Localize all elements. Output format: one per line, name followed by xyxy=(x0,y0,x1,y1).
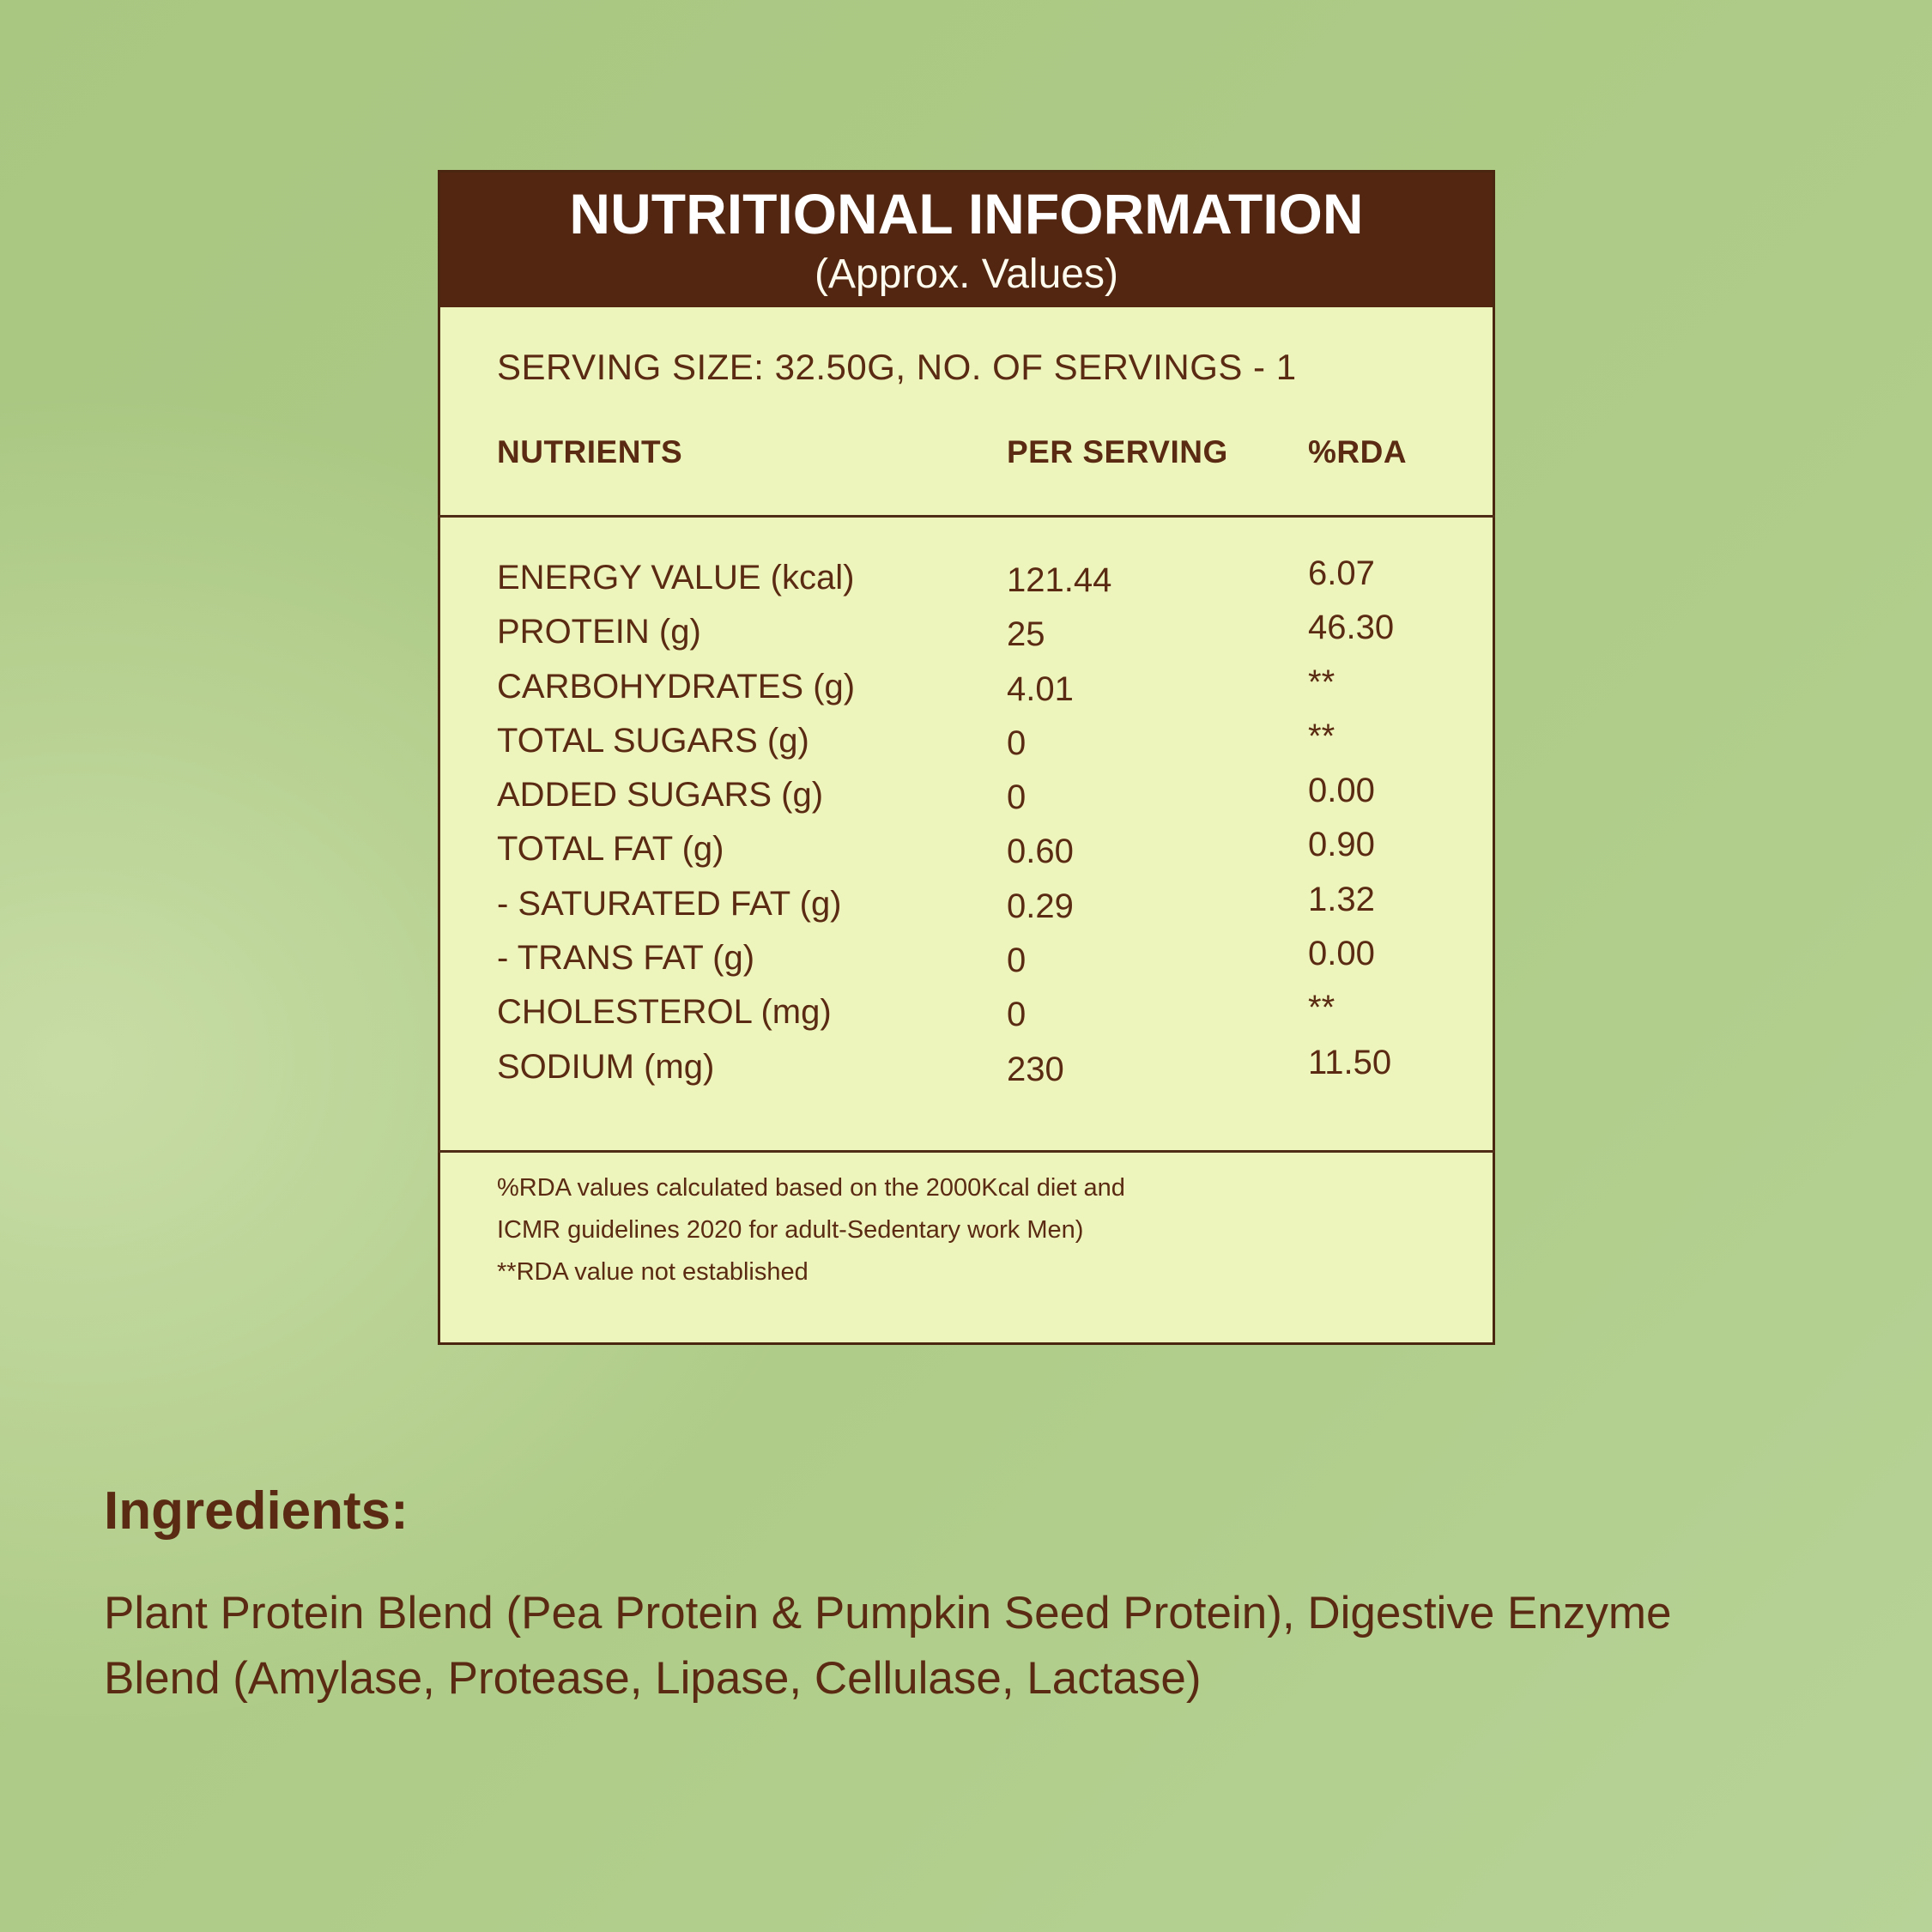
rda-value: 0.00 xyxy=(1308,935,1375,973)
rda-value: ** xyxy=(1308,663,1335,701)
nutrition-panel: NUTRITIONAL INFORMATION (Approx. Values)… xyxy=(438,170,1495,1345)
rda-value: 46.30 xyxy=(1308,609,1395,647)
panel-subtitle: (Approx. Values) xyxy=(815,251,1118,297)
ingredients-section: Ingredients: Plant Protein Blend (Pea Pr… xyxy=(104,1481,1717,1711)
footnote-divider xyxy=(438,1150,1495,1153)
nutrient-name: TOTAL SUGARS (g) xyxy=(497,721,809,760)
rda-value: ** xyxy=(1308,989,1335,1027)
per-serving-value: 25 xyxy=(1007,615,1045,654)
rda-value: ** xyxy=(1308,717,1335,755)
table-row: SODIUM (mg) 230 11.50 xyxy=(497,1040,1454,1094)
footnote-section: %RDA values calculated based on the 2000… xyxy=(497,1167,1125,1293)
table-row: - TRANS FAT (g) 0 0.00 xyxy=(497,931,1454,985)
table-row: ENERGY VALUE (kcal) 121.44 6.07 xyxy=(497,551,1454,605)
table-row: TOTAL SUGARS (g) 0 ** xyxy=(497,714,1454,768)
nutrient-rows: ENERGY VALUE (kcal) 121.44 6.07 PROTEIN … xyxy=(497,551,1454,1094)
panel-body: SERVING SIZE: 32.50G, NO. OF SERVINGS - … xyxy=(438,307,1495,1342)
nutrient-name: TOTAL FAT (g) xyxy=(497,830,724,869)
serving-size-line: SERVING SIZE: 32.50G, NO. OF SERVINGS - … xyxy=(497,347,1297,387)
table-row: CARBOHYDRATES (g) 4.01 ** xyxy=(497,660,1454,714)
nutrient-name: ENERGY VALUE (kcal) xyxy=(497,559,855,597)
rda-value: 1.32 xyxy=(1308,880,1375,918)
per-serving-value: 0 xyxy=(1007,778,1027,817)
footnote-line: **RDA value not established xyxy=(497,1258,809,1286)
per-serving-value: 230 xyxy=(1007,1050,1064,1088)
per-serving-value: 121.44 xyxy=(1007,561,1112,599)
rda-value: 0.00 xyxy=(1308,772,1375,810)
per-serving-value: 0 xyxy=(1007,942,1027,980)
per-serving-value: 0.29 xyxy=(1007,887,1074,925)
nutrient-name: PROTEIN (g) xyxy=(497,613,701,651)
nutrient-name: SODIUM (mg) xyxy=(497,1047,715,1086)
column-header-nutrients: NUTRIENTS xyxy=(497,434,683,469)
column-header-rda: %RDA xyxy=(1308,434,1408,469)
table-row: TOTAL FAT (g) 0.60 0.90 xyxy=(497,822,1454,876)
per-serving-value: 0 xyxy=(1007,724,1027,762)
footnote-line: ICMR guidelines 2020 for adult-Sedentary… xyxy=(497,1216,1084,1244)
table-row: CHOLESTEROL (mg) 0 ** xyxy=(497,985,1454,1039)
per-serving-value: 0.60 xyxy=(1007,833,1074,871)
rda-value: 6.07 xyxy=(1308,554,1375,592)
ingredients-text: Plant Protein Blend (Pea Protein & Pumpk… xyxy=(104,1588,1672,1704)
table-row: ADDED SUGARS (g) 0 0.00 xyxy=(497,768,1454,822)
header-divider xyxy=(438,515,1495,518)
table-row: PROTEIN (g) 25 46.30 xyxy=(497,605,1454,659)
footnote-line: %RDA values calculated based on the 2000… xyxy=(497,1174,1125,1202)
nutrient-name: CHOLESTEROL (mg) xyxy=(497,993,832,1032)
per-serving-value: 4.01 xyxy=(1007,669,1074,708)
ingredients-heading: Ingredients: xyxy=(104,1481,409,1541)
panel-title: NUTRITIONAL INFORMATION xyxy=(569,181,1364,245)
nutrient-name: CARBOHYDRATES (g) xyxy=(497,667,856,706)
nutrient-name: - TRANS FAT (g) xyxy=(497,939,755,978)
per-serving-value: 0 xyxy=(1007,996,1027,1034)
rda-value: 0.90 xyxy=(1308,826,1375,864)
nutrient-name: ADDED SUGARS (g) xyxy=(497,776,824,815)
table-row: - SATURATED FAT (g) 0.29 1.32 xyxy=(497,877,1454,931)
nutrient-name: - SATURATED FAT (g) xyxy=(497,884,842,923)
column-header-per-serving: PER SERVING xyxy=(1007,434,1228,469)
panel-header: NUTRITIONAL INFORMATION (Approx. Values) xyxy=(440,173,1493,307)
rda-value: 11.50 xyxy=(1308,1043,1392,1081)
